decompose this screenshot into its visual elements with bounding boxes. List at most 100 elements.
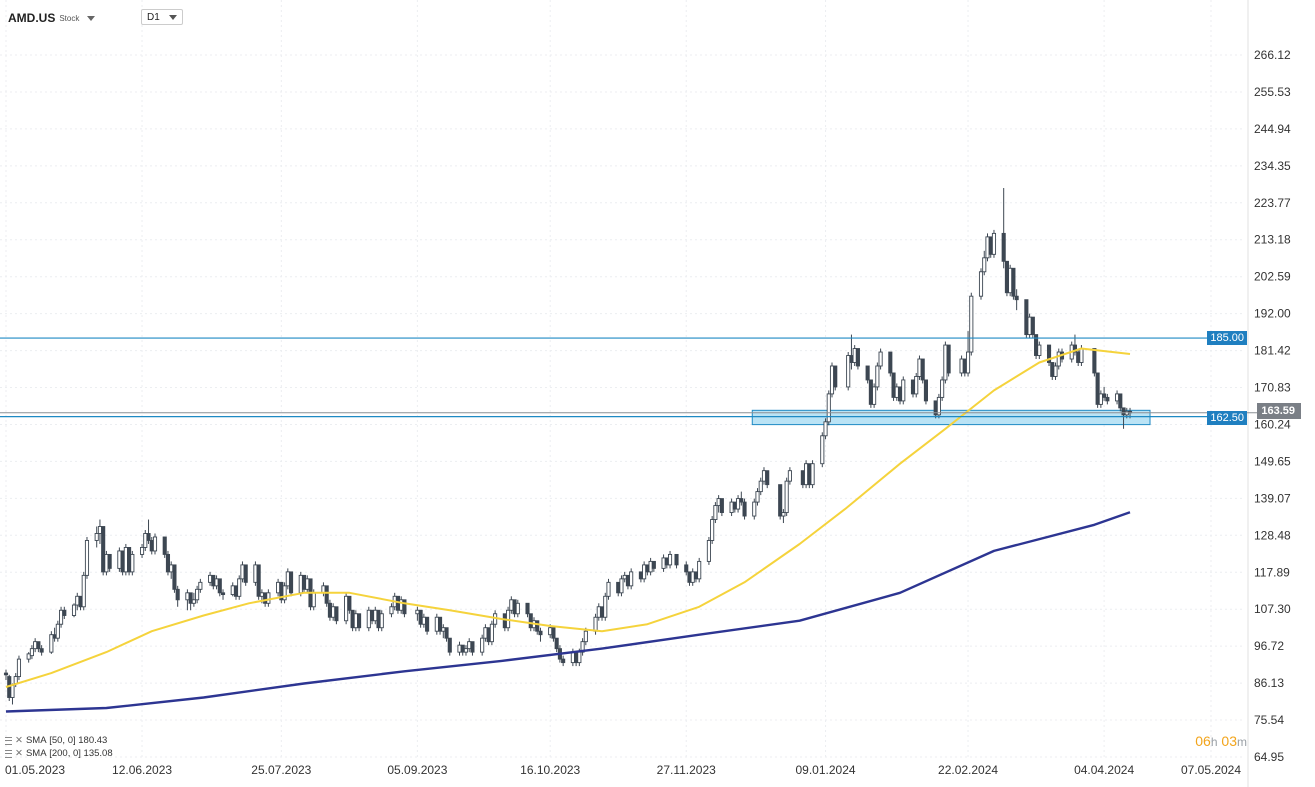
candle-body xyxy=(1095,372,1100,405)
candle-body xyxy=(366,609,371,629)
candle-body xyxy=(1092,348,1097,374)
candle-body xyxy=(425,616,430,632)
candle-body xyxy=(305,578,310,590)
y-tick-label: 223.77 xyxy=(1254,196,1291,210)
timeframe-select[interactable]: D1 xyxy=(141,9,183,25)
chevron-down-icon xyxy=(169,14,177,20)
candle-body xyxy=(347,595,352,611)
candle-body xyxy=(143,533,148,548)
candle-body xyxy=(220,592,226,596)
candle-body xyxy=(16,658,22,678)
candle-body xyxy=(732,501,737,510)
legend-sma200[interactable]: ✕ SMA [200, 0] 135.08 xyxy=(5,748,113,759)
candle-body xyxy=(486,627,491,643)
candle-body xyxy=(402,599,407,615)
indicator-settings-icon[interactable] xyxy=(5,749,12,758)
candle-body xyxy=(256,564,261,597)
candle-body xyxy=(101,526,106,573)
y-tick-label: 255.53 xyxy=(1254,85,1291,99)
candle-body xyxy=(415,609,420,615)
candle-body xyxy=(240,564,245,580)
candle-body xyxy=(962,358,967,374)
candle-body xyxy=(661,557,666,569)
candle-body xyxy=(266,592,271,604)
candle-body xyxy=(1105,396,1110,402)
candle-body xyxy=(577,651,582,664)
legend-params: [200, 0] xyxy=(49,748,81,759)
candle-body xyxy=(642,564,647,580)
y-tick-label: 266.12 xyxy=(1254,48,1291,62)
candle-body xyxy=(914,376,919,395)
candle-body xyxy=(1076,351,1081,363)
candle-body xyxy=(259,592,264,597)
candle-body xyxy=(1115,393,1120,402)
candle-body xyxy=(282,585,287,601)
candle-body xyxy=(36,641,41,650)
candle-body xyxy=(982,257,987,273)
candle-body xyxy=(117,550,122,569)
horizontal-levels[interactable] xyxy=(0,337,1300,418)
y-tick-label: 202.59 xyxy=(1254,270,1291,284)
candle-body xyxy=(599,606,605,618)
indicator-settings-icon[interactable] xyxy=(5,736,12,745)
candle-body xyxy=(706,540,711,562)
candle-body xyxy=(651,560,656,569)
legend-label: SMA xyxy=(25,748,47,759)
candle-body xyxy=(55,623,60,639)
candle-body xyxy=(483,627,488,639)
resistance-price-tag[interactable]: 185.00 xyxy=(1207,331,1247,346)
x-tick-label: 09.01.2024 xyxy=(795,763,855,777)
candle-body xyxy=(253,564,258,583)
symbol-name[interactable]: AMD.US xyxy=(8,11,56,25)
candle-body xyxy=(285,571,290,587)
candle-body xyxy=(301,574,307,590)
candle-body xyxy=(1011,267,1016,297)
close-icon[interactable]: ✕ xyxy=(15,735,23,746)
y-tick-label: 75.54 xyxy=(1254,713,1284,727)
candle-body xyxy=(923,379,928,402)
candle-body xyxy=(551,627,556,639)
sma50-line xyxy=(5,347,1131,688)
candle-body xyxy=(120,550,125,573)
candle-body xyxy=(344,595,349,622)
candle-body xyxy=(538,630,543,636)
candle-body xyxy=(765,470,770,486)
candle-body xyxy=(1118,393,1123,409)
candle-body xyxy=(991,232,997,255)
candle-body xyxy=(230,585,235,596)
legend-sma50[interactable]: ✕ SMA [50, 0] 180.43 xyxy=(5,735,107,746)
timer-hours: 06 xyxy=(1195,733,1211,749)
candle-body xyxy=(263,592,268,604)
candle-body xyxy=(447,637,452,653)
candle-body xyxy=(690,571,695,583)
candle-body xyxy=(878,351,883,367)
sma200-line xyxy=(5,511,1131,713)
candle-body xyxy=(596,606,601,618)
support-price-tag[interactable]: 162.50 xyxy=(1207,410,1247,425)
timer-minutes-unit: m xyxy=(1237,735,1247,749)
y-tick-label: 128.48 xyxy=(1254,528,1291,542)
candle-body xyxy=(875,365,880,388)
candle-body xyxy=(894,386,899,398)
candle-body xyxy=(719,498,724,514)
symbol-dropdown-icon[interactable] xyxy=(87,15,96,21)
close-icon[interactable]: ✕ xyxy=(15,748,23,759)
candle-body xyxy=(165,553,171,573)
candle-body xyxy=(39,648,44,653)
candle-body xyxy=(548,627,553,636)
legend-value: 135.08 xyxy=(83,748,113,759)
candle-body xyxy=(1008,267,1013,294)
candle-body xyxy=(502,613,507,629)
x-tick-label: 22.02.2024 xyxy=(938,763,998,777)
candle-body xyxy=(891,372,896,398)
candle-body xyxy=(188,592,193,604)
candle-body xyxy=(149,540,154,552)
candle-body xyxy=(214,578,219,587)
candle-body xyxy=(1053,365,1058,377)
y-axis: 266.12 255.53 244.94 234.35 223.77 213.18 202.… xyxy=(1254,48,1291,764)
legend-label: SMA xyxy=(25,735,47,746)
candle-body xyxy=(376,609,381,629)
candle-body xyxy=(664,557,669,566)
candle-body xyxy=(528,613,533,629)
